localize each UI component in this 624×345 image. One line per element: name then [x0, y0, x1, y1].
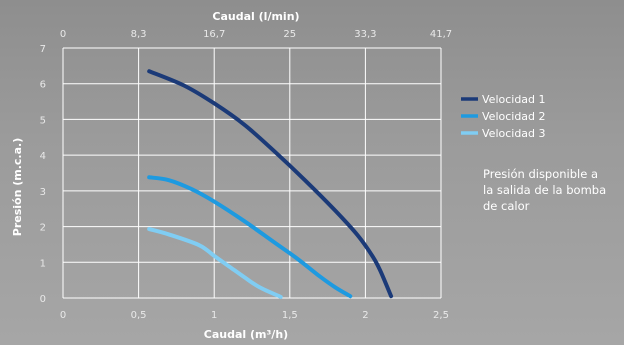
annotation-line-3: de calor: [483, 199, 530, 213]
series-line-1: [147, 69, 394, 299]
x-tick-label: 1,5: [282, 310, 298, 321]
x2-tick-label: 41,7: [430, 29, 452, 40]
series-lines: [147, 69, 394, 299]
x2-tick-label: 0: [60, 29, 66, 40]
y-tick-label: 3: [40, 187, 46, 198]
x-tick-label: 2: [362, 310, 368, 321]
y-axis-title: Presión (m.c.a.): [11, 138, 24, 236]
x-tick-label: 2,5: [433, 310, 449, 321]
legend-label-2: Velocidad 2: [482, 110, 546, 123]
y-tick-label: 5: [40, 115, 46, 126]
x2-tick-label: 16,7: [203, 29, 225, 40]
grid: [62, 47, 442, 299]
annotation-line-1: Presión disponible a: [483, 167, 598, 181]
legend-label-1: Velocidad 1: [482, 93, 546, 106]
y-tick-label: 7: [40, 44, 46, 55]
y-tick-label: 1: [40, 258, 46, 269]
x2-tick-label: 8,3: [131, 29, 147, 40]
x-tick-label: 1: [211, 310, 217, 321]
legend-label-3: Velocidad 3: [482, 127, 546, 140]
y-tick-label: 2: [40, 223, 46, 234]
y-tick-label: 4: [40, 151, 46, 162]
annotation-note: Presión disponible a la salida de la bom…: [483, 167, 606, 213]
axes: 0 0 0,5 8,3 1 16,7 1,5 25 2 33,3 2,5 41,7 0 1 2 3 4 5 6 7: [40, 29, 453, 321]
y-tick-label: 6: [40, 80, 46, 91]
series-line-3: [147, 227, 283, 299]
y-tick-label: 0: [40, 294, 46, 305]
x2-axis-title: Caudal (l/min): [212, 10, 299, 23]
x-axis-title: Caudal (m³/h): [204, 328, 288, 341]
legend: Velocidad 1 Velocidad 2 Velocidad 3: [461, 93, 546, 140]
x2-tick-label: 25: [283, 29, 296, 40]
annotation-line-2: la salida de la bomba: [483, 183, 606, 197]
x-tick-label: 0,5: [131, 310, 147, 321]
series-line-2: [147, 175, 353, 299]
x2-tick-label: 33,3: [354, 29, 376, 40]
x-tick-label: 0: [60, 310, 66, 321]
